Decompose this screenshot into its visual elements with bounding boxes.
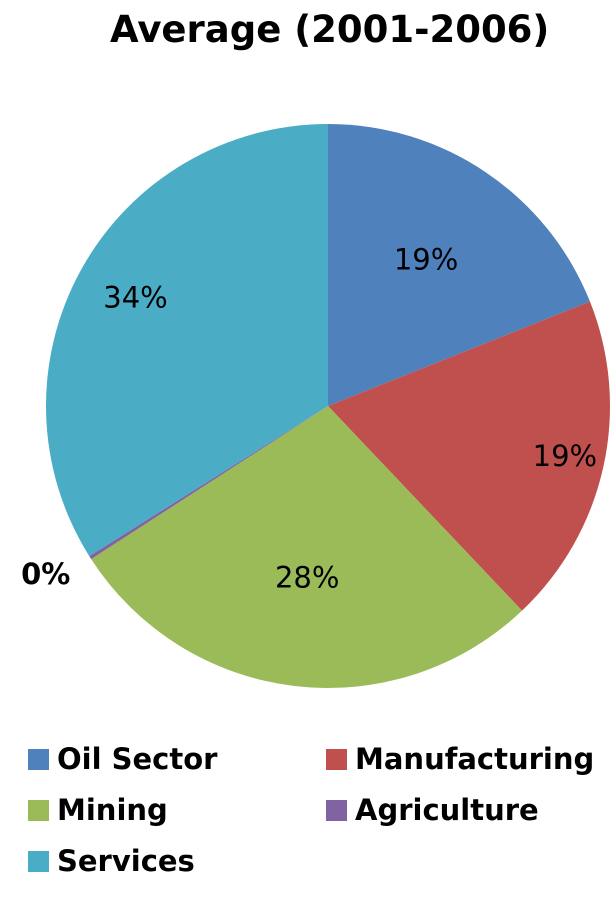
legend-swatch-agriculture: [326, 799, 347, 821]
pie-slices: [46, 124, 611, 689]
pie-label-services: 34%: [103, 281, 167, 315]
legend-label-manufacturing: Manufacturing: [355, 742, 595, 776]
legend-label-oil-sector: Oil Sector: [57, 742, 218, 776]
pie-slice-agriculture: [89, 406, 328, 560]
legend: Oil Sector Manufacturing Mining Agricult…: [28, 742, 608, 892]
legend-swatch-oil-sector: [28, 748, 49, 770]
legend-item-mining: Mining: [28, 793, 168, 827]
legend-swatch-mining: [28, 799, 49, 821]
pie-slice-labels: 19% 19% 28% 0% 34%: [21, 242, 597, 594]
legend-item-agriculture: Agriculture: [326, 793, 539, 827]
pie-slice-oil-sector: [328, 124, 590, 406]
legend-label-agriculture: Agriculture: [355, 793, 539, 827]
legend-label-mining: Mining: [57, 793, 168, 827]
legend-label-services: Services: [57, 844, 195, 878]
legend-item-services: Services: [28, 844, 195, 878]
pie-label-mining: 28%: [275, 561, 339, 595]
legend-swatch-manufacturing: [326, 748, 347, 770]
chart-title: Average (2001-2006): [110, 8, 550, 51]
legend-item-manufacturing: Manufacturing: [326, 742, 594, 776]
legend-item-oil-sector: Oil Sector: [28, 742, 217, 776]
legend-swatch-services: [28, 850, 49, 872]
pie-slice-services: [46, 124, 328, 557]
pie-label-agriculture: 0%: [21, 557, 70, 591]
pie-label-manufacturing: 19%: [533, 439, 597, 473]
pie-slice-mining: [91, 406, 523, 689]
pie-slice-manufacturing: [328, 301, 611, 611]
pie-label-oil-sector: 19%: [394, 242, 458, 276]
